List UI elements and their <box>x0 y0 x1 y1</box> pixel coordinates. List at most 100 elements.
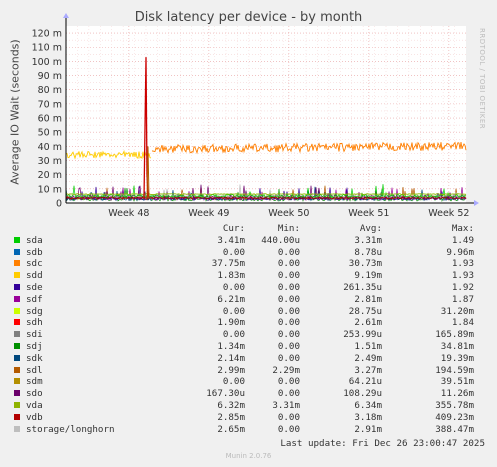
legend-cur: 2.14m <box>217 352 245 364</box>
legend-swatch <box>14 319 20 326</box>
legend-swatch <box>14 248 20 255</box>
legend-min: 0.00 <box>277 281 300 293</box>
legend-swatch <box>14 354 20 361</box>
legend-swatch <box>14 366 20 373</box>
legend-min: 0.00 <box>277 411 300 423</box>
legend-avg: 6.34m <box>354 399 382 411</box>
legend-swatch <box>14 413 20 420</box>
x-axis-arrow <box>474 200 479 206</box>
legend-header-avg: Avg: <box>359 223 382 234</box>
x-tick-label: Week 51 <box>348 208 389 219</box>
legend-series-name: sdl <box>26 364 43 376</box>
legend-max: 1.92 <box>451 281 474 293</box>
legend-min: 0.00 <box>277 305 300 317</box>
series-line-low <box>65 184 467 200</box>
legend-swatch <box>14 342 20 349</box>
legend-max: 1.93 <box>451 258 474 270</box>
legend-max: 1.87 <box>451 293 474 305</box>
legend-cur: 167.30u <box>206 388 245 400</box>
legend-series-name: sdc <box>26 258 43 270</box>
legend-avg: 2.91m <box>354 423 382 435</box>
legend-series-name: sdj <box>26 340 43 352</box>
legend-series-name: sdo <box>26 388 43 400</box>
legend-min: 0.00 <box>277 388 300 400</box>
legend-min: 0.00 <box>277 352 300 364</box>
legend-avg: 9.19m <box>354 270 382 282</box>
legend-header-cur: Cur: <box>222 223 245 234</box>
legend-max: 31.20m <box>440 305 474 317</box>
legend-cur: 1.90m <box>217 317 245 329</box>
y-tick-label: 30 m <box>38 156 62 167</box>
legend-swatch <box>14 307 20 314</box>
x-tick-label: Week 52 <box>428 208 469 219</box>
legend-swatch <box>14 283 20 290</box>
legend-series-name: sdk <box>26 352 43 364</box>
legend-avg: 253.99u <box>343 329 382 341</box>
y-tick-label: 20 m <box>38 170 62 181</box>
legend-series-name: sda <box>26 234 43 246</box>
legend-series-name: sdh <box>26 317 43 329</box>
legend-series-name: sdb <box>26 246 43 258</box>
legend-max: 39.51m <box>440 376 474 388</box>
legend-cur: 2.99m <box>217 364 245 376</box>
legend-series-name: storage/longhorn <box>26 423 115 435</box>
legend-max: 355.78m <box>435 399 474 411</box>
series-line-low <box>66 184 467 199</box>
legend-max: 19.39m <box>440 352 474 364</box>
legend-max: 388.47m <box>435 423 474 435</box>
plot-area <box>66 26 466 203</box>
y-tick-label: 0 <box>56 199 62 210</box>
legend-min: 0.00 <box>277 258 300 270</box>
legend-header-max: Max: <box>451 223 474 234</box>
legend-cur: 1.34m <box>217 340 245 352</box>
legend-swatch <box>14 331 20 338</box>
legend-min: 0.00 <box>277 246 300 258</box>
legend-cur: 3.41m <box>217 234 245 246</box>
legend-avg: 30.73m <box>348 258 382 270</box>
legend-avg: 28.75u <box>348 305 382 317</box>
y-tick-label: 70 m <box>38 99 62 110</box>
legend-cur: 2.65m <box>217 423 245 435</box>
legend-avg: 3.27m <box>354 364 382 376</box>
legend-min: 0.00 <box>277 329 300 341</box>
legend-cur: 2.85m <box>217 411 245 423</box>
x-tick-label: Week 49 <box>188 208 229 219</box>
series-line-vdb <box>65 196 467 200</box>
legend-min: 440.00u <box>261 234 300 246</box>
legend-header-min: Min: <box>277 223 300 234</box>
legend-series-name: sde <box>26 281 43 293</box>
legend-series-name: sdf <box>26 293 43 305</box>
series-line-sdc <box>151 141 467 155</box>
legend-swatch <box>14 295 20 302</box>
y-tick-label: 50 m <box>38 128 62 139</box>
legend-series-name: sdm <box>26 376 43 388</box>
legend-cur: 0.00 <box>222 305 245 317</box>
legend-avg: 64.21u <box>348 376 382 388</box>
legend-min: 2.29m <box>272 364 300 376</box>
y-axis-arrow <box>63 13 69 18</box>
legend-min: 0.00 <box>277 293 300 305</box>
x-tick-label: Week 48 <box>108 208 149 219</box>
legend-max: 194.59m <box>435 364 474 376</box>
legend-swatch <box>14 390 20 397</box>
y-tick-label: 80 m <box>38 85 62 96</box>
legend-max: 1.93 <box>451 270 474 282</box>
legend-min: 0.00 <box>277 340 300 352</box>
legend-series-name: sdg <box>26 305 43 317</box>
legend-swatch <box>14 260 20 267</box>
legend-min: 3.31m <box>272 399 300 411</box>
legend-swatch <box>14 236 20 243</box>
munin-version: Munin 2.0.76 <box>225 452 272 460</box>
legend-avg: 2.81m <box>354 293 382 305</box>
series-line-sdl-spike <box>146 146 150 201</box>
legend-max: 1.84 <box>451 317 474 329</box>
y-tick-label: 60 m <box>38 114 62 125</box>
series-line-sdd <box>65 149 152 160</box>
y-tick-label: 40 m <box>38 142 62 153</box>
legend-avg: 8.78u <box>354 246 382 258</box>
legend-max: 409.23m <box>435 411 474 423</box>
legend-max: 34.81m <box>440 340 474 352</box>
y-tick-label: 90 m <box>38 71 62 82</box>
legend-swatch <box>14 401 20 408</box>
legend-max: 1.49 <box>451 234 474 246</box>
